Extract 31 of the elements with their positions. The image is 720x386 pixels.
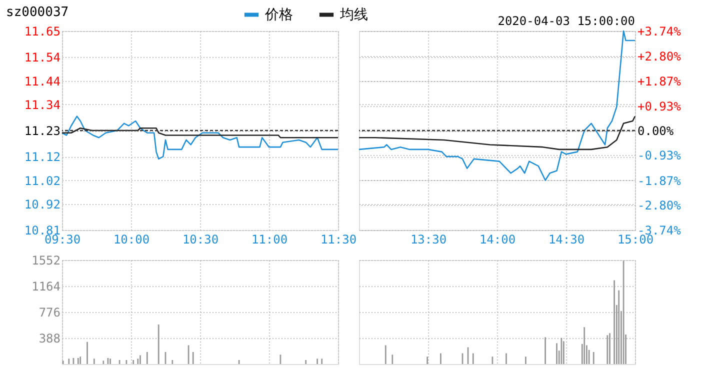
- y-tick-label: 11.34: [24, 98, 60, 112]
- text: -2.80%: [638, 198, 681, 212]
- chart-title: sz000037: [6, 5, 69, 20]
- text: -1.87%: [638, 174, 681, 188]
- y-tick-label: 11.02: [24, 174, 60, 188]
- text: 0.00%: [638, 124, 674, 138]
- y-tick-label: 1164: [32, 280, 60, 294]
- y-tick-label: 11.65: [24, 24, 60, 38]
- y-tick-label: 11.12: [24, 150, 60, 164]
- text: +0.93%: [638, 99, 681, 114]
- text: +3.74%: [638, 24, 681, 38]
- text: +1.87%: [638, 74, 681, 88]
- y-tick-label: 10.92: [24, 197, 60, 212]
- y-tick-label: 11.44: [24, 74, 60, 88]
- x-tick-label: 11:30: [320, 232, 357, 246]
- y-tick-label: 11.23: [24, 124, 60, 138]
- text: -0.93%: [638, 148, 681, 163]
- text: +2.80%: [638, 50, 681, 64]
- text: 2020-04-03 15:00:00: [498, 14, 635, 28]
- legend-label: 价格: [264, 6, 293, 23]
- x-tick-label: 10:00: [113, 232, 150, 246]
- y-tick-label: 11.54: [24, 50, 60, 65]
- x-tick-label: 11:00: [251, 232, 288, 246]
- x-tick-label: 14:00: [479, 232, 516, 246]
- y-tick-label: 776: [38, 306, 60, 320]
- x-tick-label: 13:30: [410, 232, 447, 246]
- x-tick-label: 14:30: [548, 232, 585, 246]
- x-tick-label: 10:30: [182, 232, 219, 246]
- y-tick-label: 1552: [32, 254, 60, 268]
- legend-label: 均线: [339, 6, 368, 23]
- y-tick-label: 388: [38, 332, 60, 346]
